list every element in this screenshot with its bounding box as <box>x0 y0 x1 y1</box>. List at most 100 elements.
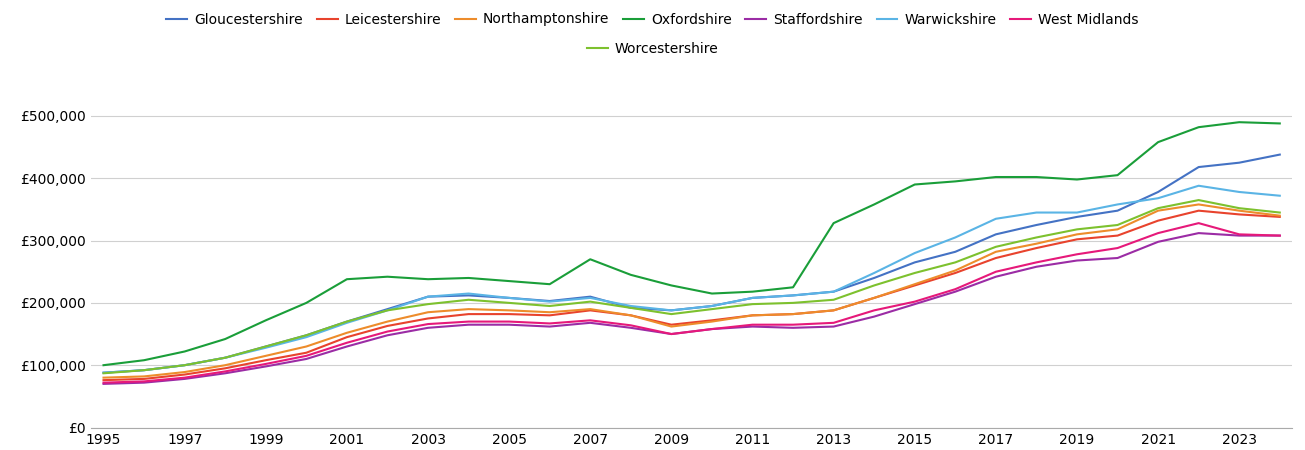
Oxfordshire <box>1069 177 1084 182</box>
Northamptonshire <box>218 363 234 368</box>
Oxfordshire <box>176 349 192 354</box>
Worcestershire <box>501 300 517 306</box>
Oxfordshire <box>947 179 963 184</box>
Oxfordshire <box>867 202 882 207</box>
Leicestershire <box>1150 218 1165 223</box>
Worcestershire <box>622 305 638 310</box>
Warwickshire <box>420 294 436 299</box>
West Midlands <box>1109 245 1125 251</box>
Staffordshire <box>461 322 476 328</box>
Leicestershire <box>622 313 638 318</box>
Gloucestershire <box>542 298 557 304</box>
Northamptonshire <box>1028 241 1044 247</box>
West Midlands <box>1272 233 1288 238</box>
Line: Leicestershire: Leicestershire <box>103 211 1280 380</box>
Northamptonshire <box>176 369 192 375</box>
West Midlands <box>542 321 557 326</box>
Warwickshire <box>826 289 842 294</box>
Northamptonshire <box>1109 227 1125 232</box>
Worcestershire <box>907 270 923 276</box>
West Midlands <box>136 379 151 384</box>
West Midlands <box>705 326 720 332</box>
Leicestershire <box>461 311 476 317</box>
Northamptonshire <box>258 353 274 359</box>
Gloucestershire <box>339 319 355 324</box>
Warwickshire <box>1232 189 1248 195</box>
Warwickshire <box>705 303 720 309</box>
Line: Oxfordshire: Oxfordshire <box>103 122 1280 365</box>
Oxfordshire <box>1150 140 1165 145</box>
Staffordshire <box>1109 255 1125 261</box>
Warwickshire <box>582 295 598 301</box>
Worcestershire <box>947 260 963 265</box>
Worcestershire <box>1191 198 1207 203</box>
Gloucestershire <box>1069 214 1084 220</box>
Oxfordshire <box>663 283 679 288</box>
Staffordshire <box>95 381 111 387</box>
Staffordshire <box>907 302 923 307</box>
Oxfordshire <box>339 276 355 282</box>
Gloucestershire <box>663 308 679 313</box>
Gloucestershire <box>786 292 801 298</box>
West Midlands <box>826 320 842 325</box>
Warwickshire <box>663 308 679 313</box>
West Midlands <box>988 269 1004 274</box>
Warwickshire <box>461 291 476 296</box>
West Midlands <box>420 321 436 327</box>
Northamptonshire <box>947 268 963 273</box>
West Midlands <box>745 322 761 328</box>
Leicestershire <box>663 322 679 328</box>
Leicestershire <box>1232 212 1248 217</box>
Northamptonshire <box>1069 232 1084 237</box>
Gloucestershire <box>1272 152 1288 158</box>
Northamptonshire <box>1150 208 1165 213</box>
Oxfordshire <box>218 336 234 342</box>
Warwickshire <box>745 295 761 301</box>
West Midlands <box>663 331 679 337</box>
Leicestershire <box>1028 245 1044 251</box>
Warwickshire <box>380 308 395 313</box>
Leicestershire <box>218 365 234 371</box>
Oxfordshire <box>136 357 151 363</box>
Leicestershire <box>582 308 598 313</box>
Worcestershire <box>95 371 111 376</box>
Worcestershire <box>420 302 436 307</box>
Staffordshire <box>380 333 395 338</box>
Gloucestershire <box>299 333 315 338</box>
Warwickshire <box>258 345 274 351</box>
Line: Northamptonshire: Northamptonshire <box>103 204 1280 378</box>
Northamptonshire <box>745 313 761 318</box>
Gloucestershire <box>582 294 598 299</box>
Gloucestershire <box>1028 222 1044 228</box>
Oxfordshire <box>786 284 801 290</box>
Northamptonshire <box>461 306 476 312</box>
West Midlands <box>1069 252 1084 257</box>
Oxfordshire <box>1028 174 1044 180</box>
Oxfordshire <box>461 275 476 281</box>
Staffordshire <box>218 371 234 376</box>
Gloucestershire <box>136 368 151 373</box>
Worcestershire <box>542 303 557 309</box>
Oxfordshire <box>1109 172 1125 178</box>
Leicestershire <box>867 295 882 301</box>
Staffordshire <box>501 322 517 328</box>
West Midlands <box>176 375 192 380</box>
West Midlands <box>1150 230 1165 236</box>
Leicestershire <box>907 283 923 288</box>
Warwickshire <box>1150 195 1165 201</box>
West Midlands <box>1028 260 1044 265</box>
West Midlands <box>461 319 476 324</box>
Oxfordshire <box>1191 125 1207 130</box>
Staffordshire <box>988 274 1004 279</box>
Warwickshire <box>622 303 638 309</box>
Warwickshire <box>176 363 192 368</box>
Worcestershire <box>745 302 761 307</box>
Warwickshire <box>501 295 517 301</box>
Leicestershire <box>380 323 395 328</box>
Staffordshire <box>420 325 436 330</box>
Worcestershire <box>299 333 315 338</box>
Warwickshire <box>95 370 111 375</box>
Staffordshire <box>136 380 151 385</box>
Northamptonshire <box>622 313 638 318</box>
Staffordshire <box>663 331 679 337</box>
